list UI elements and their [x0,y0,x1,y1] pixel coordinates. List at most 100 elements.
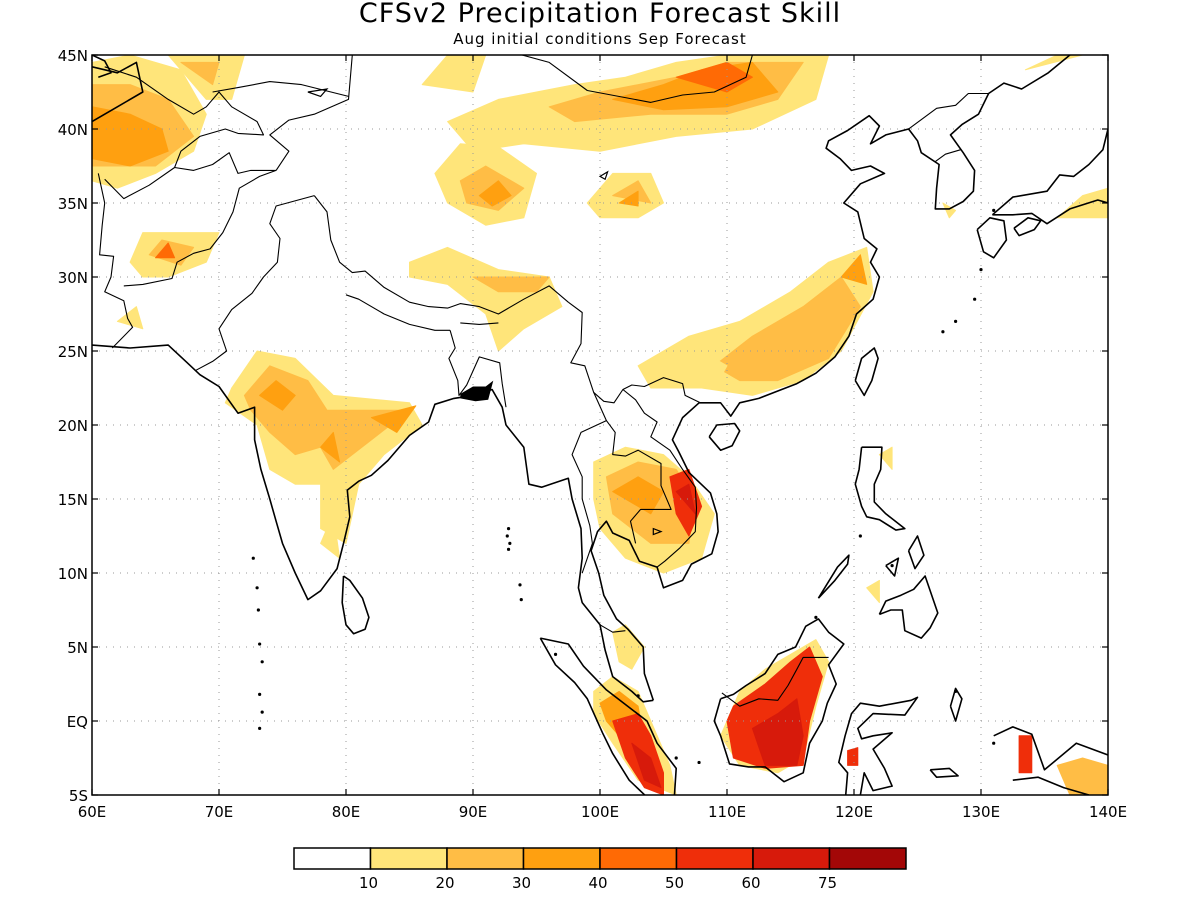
skill-region-patch [713,276,861,382]
island-dot [251,556,255,560]
country-border [605,420,672,544]
skill-region-patch [409,246,563,352]
island-dot [827,844,830,847]
country-border [908,92,989,130]
skill-region-patch [180,61,220,86]
coastline [854,347,879,397]
y-tick-label: EQ [67,713,88,731]
legend-label: 50 [665,874,684,892]
y-tick-label: 10N [58,565,88,583]
y-tick-label: 45N [58,47,88,65]
island-dot [992,741,996,745]
island-dot [256,608,260,612]
x-tick-label: 140E [1089,803,1127,821]
skill-region-patch [116,306,144,330]
lake-outline [307,88,329,98]
skill-region-patch [320,431,341,463]
skill-region-patch [675,483,696,515]
country-border [721,656,829,707]
coastline [854,446,906,531]
skill-region-patch [1018,735,1033,774]
lat-lon-gridlines [92,55,1108,795]
coastline [837,696,919,795]
delta-coast-cluster [460,380,494,402]
country-border [571,392,607,574]
skill-region-patch [618,190,639,207]
country-border [212,81,349,97]
country-border [622,389,698,568]
y-tick-label: 35N [58,195,88,213]
legend-swatch [293,847,372,870]
island-dot [553,652,558,657]
island-dot [954,689,958,694]
lake-outline [652,527,663,536]
lake-outline [598,170,609,181]
island-dots [251,208,996,847]
island-dot [508,541,512,546]
country-border [104,66,265,168]
island-dot [992,208,996,212]
coastline [92,344,507,601]
skill-region-patch [478,180,512,207]
island-dot [518,583,522,587]
legend-swatch [828,847,907,870]
skill-region-patch [320,513,341,559]
island-dot [260,660,264,664]
coastline [92,55,112,78]
skill-region-patch [370,405,417,433]
country-border [104,152,277,200]
skill-region-patch [1056,187,1108,219]
skill-region-patch [259,380,296,411]
island-dot [258,726,262,731]
island-dot [979,268,983,272]
x-tick-label: 110E [708,803,746,821]
skill-region-patch [840,254,868,285]
y-tick-label: 25N [58,343,88,361]
axis-ticks: 60E 70E 80E 90E 100E 110E 120E 130E 140E 5S EQ 5N 10… [58,47,1127,821]
skill-region-patch [751,698,804,766]
legend-label: 20 [435,874,454,892]
coastline [590,55,1071,701]
x-tick-label: 100E [581,803,619,821]
country-border [448,330,507,408]
coastline [991,128,1108,225]
skill-region-patch [421,55,487,93]
skill-region-patch [1056,757,1108,795]
country-border [195,195,315,371]
x-tick-label: 130E [962,803,1000,821]
legend-swatch [675,847,754,870]
country-border [97,173,134,349]
coastline-layer [92,55,1108,847]
legend-label: 40 [588,874,607,892]
coastline [539,637,678,795]
country-border [460,322,499,325]
legend-swatch [369,847,448,870]
legend-label: 10 [359,874,378,892]
country-border [345,294,451,331]
x-tick-label: 120E [835,803,873,821]
x-tick-label: 90E [459,803,488,821]
y-tick-label: 20N [58,417,88,435]
coastline [341,575,370,635]
island-dot [890,564,894,568]
island-dot [941,330,945,334]
coastline [92,61,144,123]
skill-region-patch [866,579,880,604]
x-tick-label: 70E [205,803,234,821]
skill-region-patch [92,106,169,167]
skill-region-patch [155,242,176,259]
country-border [934,149,961,163]
coastline [907,535,925,570]
island-dot [260,710,264,714]
island-dot [697,760,701,765]
island-dot [814,615,818,620]
legend-swatch [599,847,678,870]
island-dot [636,694,640,698]
x-tick-label: 60E [78,803,107,821]
y-tick-label: 5S [69,787,88,805]
skill-region-patch [847,747,859,766]
country-border [567,301,701,404]
legend-label: 75 [818,874,837,892]
y-tick-label: 30N [58,269,88,287]
skill-region-patch [1024,55,1084,71]
